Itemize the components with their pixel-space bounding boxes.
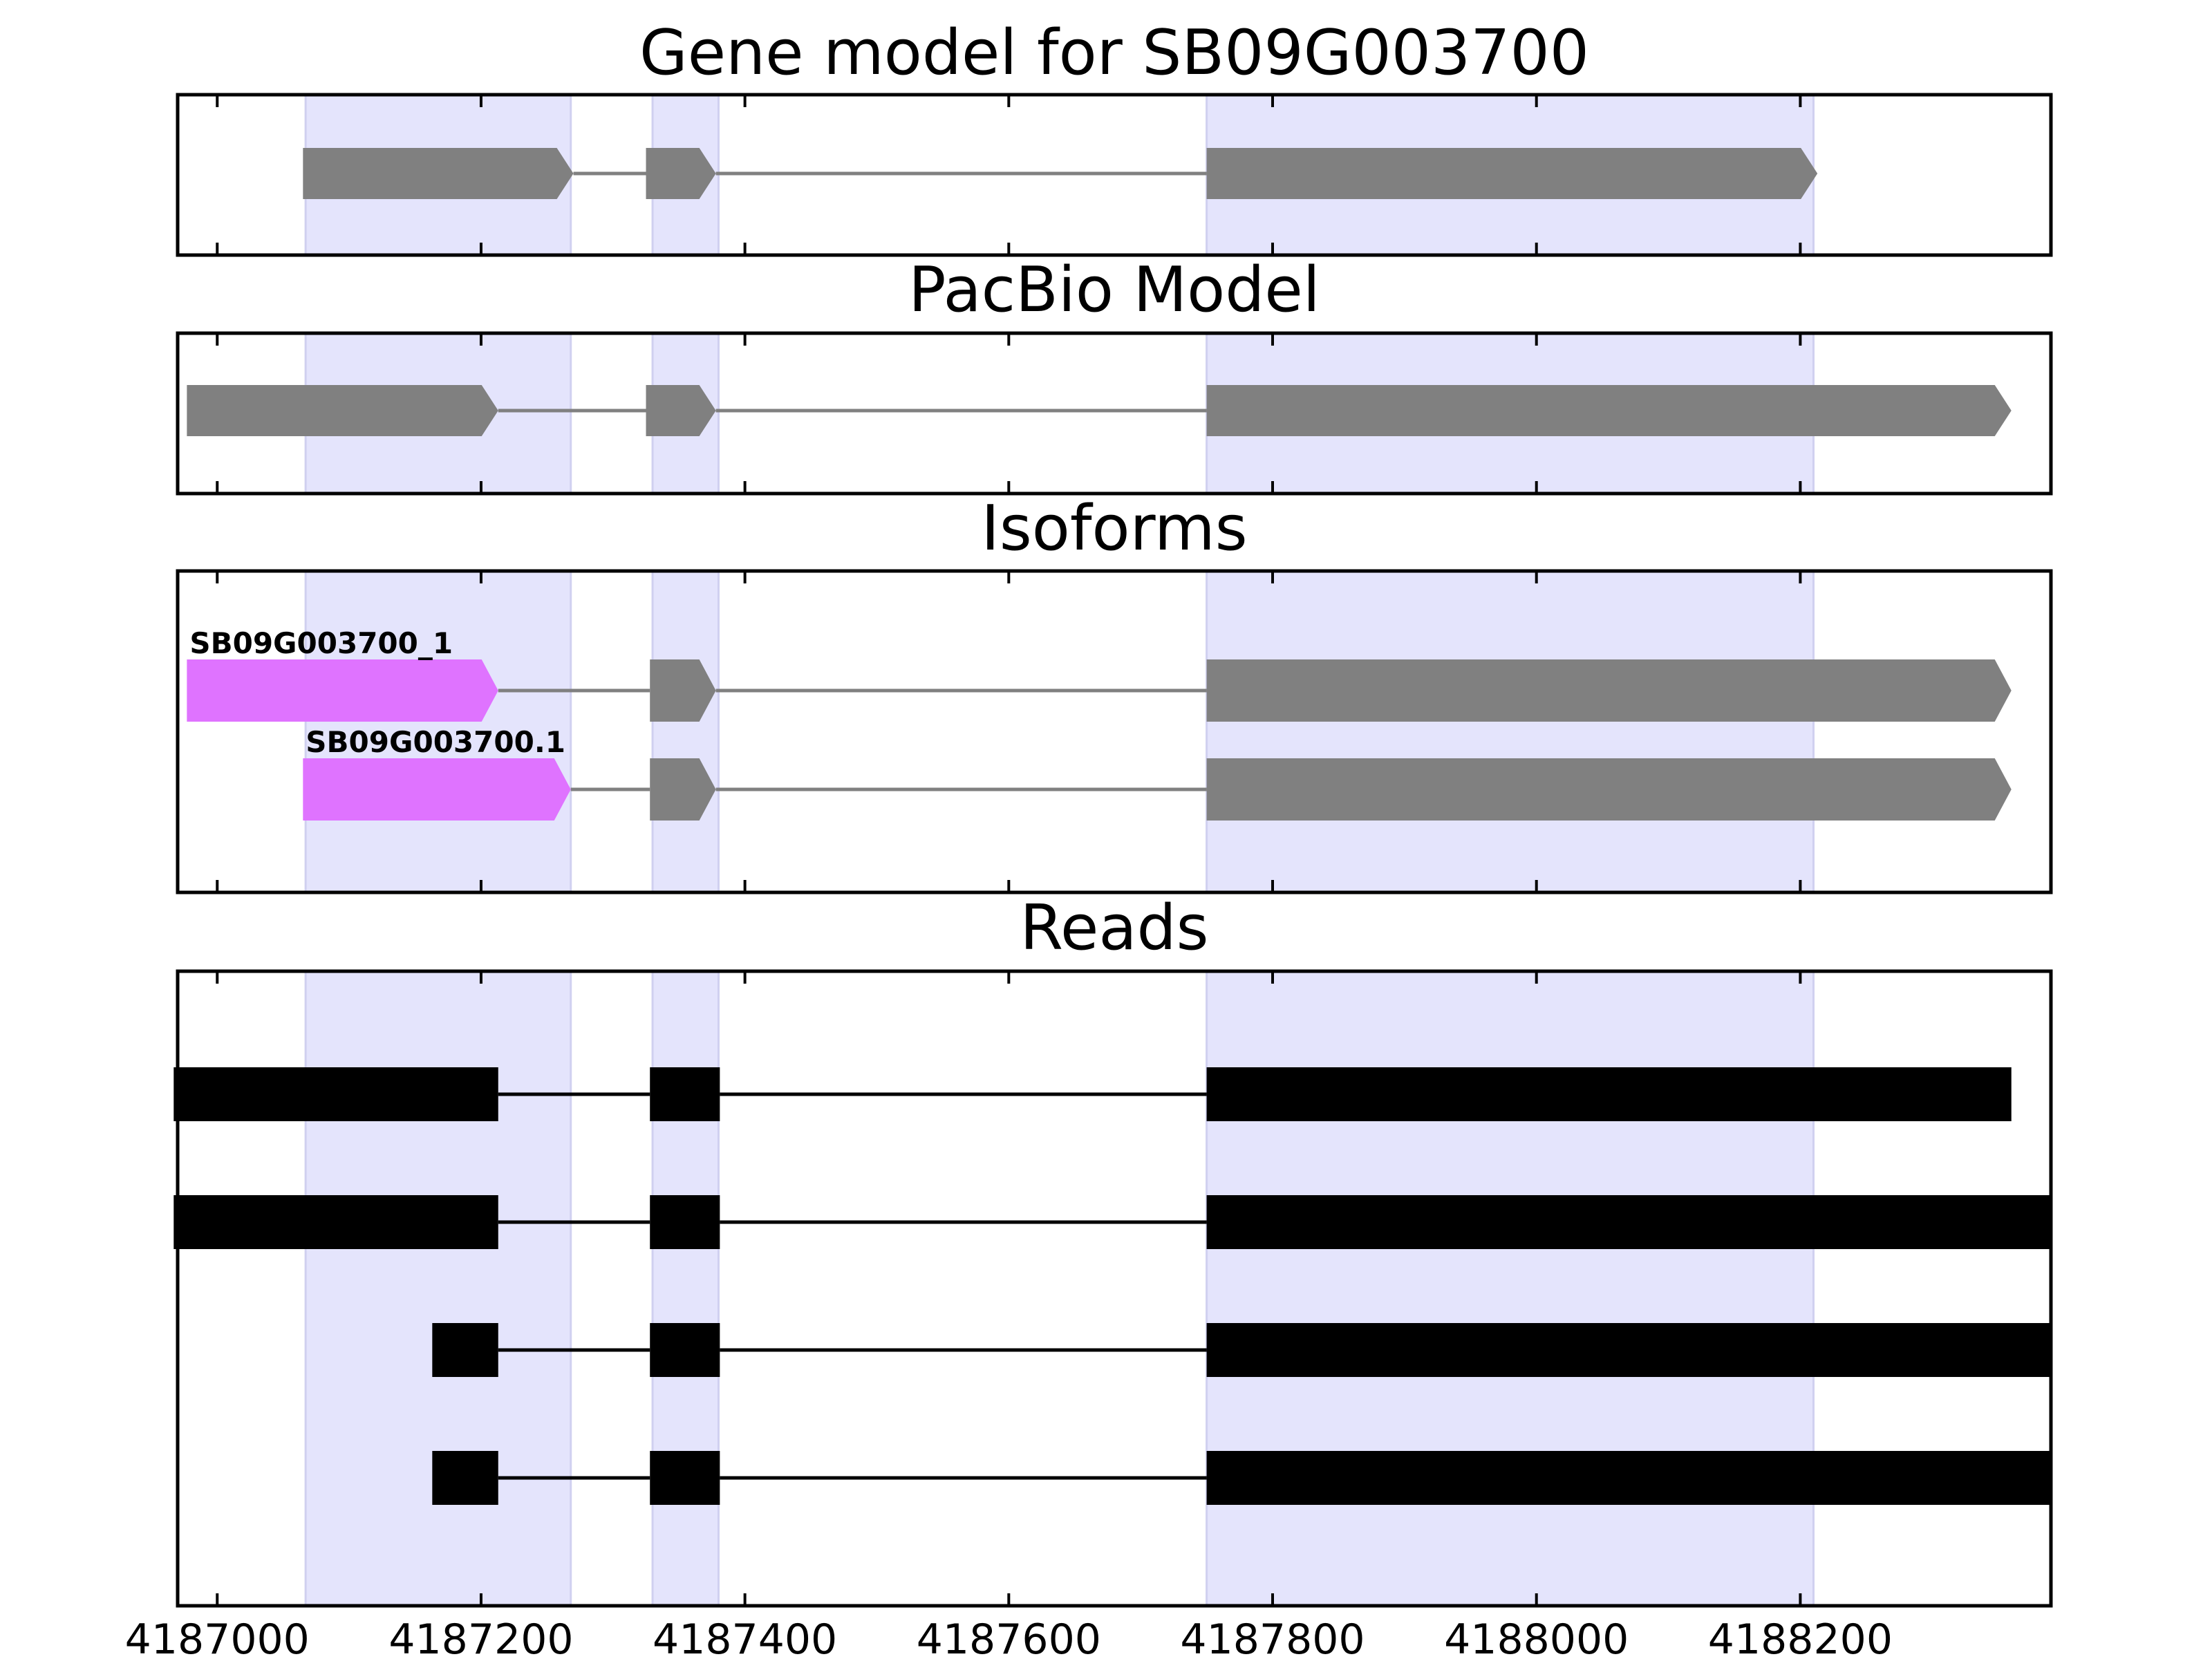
read-3-exon-1 [432,1323,498,1377]
read-3-exon-3 [1206,1323,2051,1377]
x-tick-label: 4188200 [1708,1615,1893,1659]
pacbio-model-exon-2 [646,385,716,436]
reads-panel-frame [176,969,2053,1608]
read-3-exon-2 [650,1323,720,1377]
gene-model-panel-frame [176,93,2053,257]
x-tick-label: 4187200 [388,1615,573,1659]
x-tick-label: 4187000 [125,1615,310,1659]
read-1-exon-1 [174,1067,498,1121]
x-tick-label: 4187800 [1180,1615,1365,1659]
x-tick-label: 4188000 [1444,1615,1629,1659]
read-4-exon-1 [432,1451,498,1505]
isoform-2-exon-1 [303,758,571,821]
reads-highlight-region-3 [1206,970,1815,1607]
x-axis-ticks [216,95,1802,1606]
isoforms-panel-frame [176,569,2053,894]
read-2-exon-2 [650,1195,720,1249]
gene-tracks-layer: SB09G003700_1 SB09G003700.1 [174,148,2051,1505]
x-axis-tick-labels: 4187000 4187200 4187400 4187600 4187800 41880… [125,1615,1893,1659]
isoforms-title: Isoforms [981,492,1247,565]
pacbio-title: PacBio Model [908,254,1320,326]
gene-model-title: Gene model for SB09G003700 [639,17,1589,89]
isoform-label-1: SB09G003700_1 [189,626,453,660]
isoforms-highlight-region-3 [1206,570,1815,894]
pacbio-model-exon-3 [1206,385,2012,436]
reads-title: Reads [1020,892,1208,964]
read-4-exon-2 [650,1451,720,1505]
isoform-label-2: SB09G003700.1 [306,725,565,759]
isoform-2-exon-2 [650,758,716,821]
reads-highlight-region-1 [304,970,572,1607]
read-1-exon-2 [650,1067,720,1121]
read-2-exon-3 [1206,1195,2051,1249]
isoform-1-exon-2 [650,659,716,722]
pacbio-model-exon-1 [187,385,498,436]
isoform-1-exon-1 [187,659,498,722]
isoform-2-exon-3 [1206,758,2012,821]
gene-model-exon-3 [1206,148,1818,199]
reads-highlight-region-2 [651,970,720,1607]
pacbio-panel-frame [176,331,2053,496]
isoforms-highlight-region-2 [651,570,720,894]
isoform-1-exon-3 [1206,659,2012,722]
read-2-exon-1 [174,1195,498,1249]
gene-model-exon-2 [646,148,716,199]
read-1-exon-3 [1206,1067,2012,1121]
read-4-exon-3 [1206,1451,2051,1505]
x-tick-label: 4187600 [917,1615,1101,1659]
x-tick-label: 4187400 [653,1615,837,1659]
gene-model-exon-1 [303,148,574,199]
